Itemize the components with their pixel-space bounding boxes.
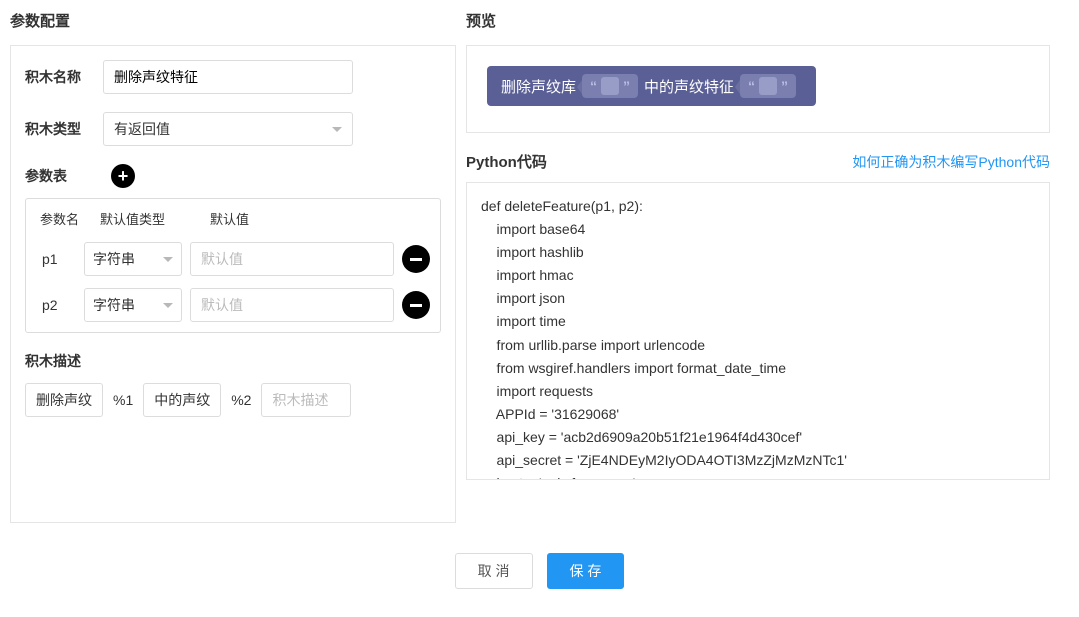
param-type-value: 字符串 xyxy=(93,249,135,269)
desc-input[interactable] xyxy=(261,383,351,417)
preview-block[interactable]: 删除声纹库 “ ” 中的声纹特征 “ ” xyxy=(487,66,816,106)
remove-param-button[interactable] xyxy=(402,291,430,319)
desc-ref: %1 xyxy=(111,392,135,408)
save-button[interactable]: 保 存 xyxy=(547,553,625,589)
code-editor[interactable]: def deleteFeature(p1, p2): import base64… xyxy=(466,182,1050,480)
param-table: 参数名 默认值类型 默认值 p1 字符串 p2 字符串 xyxy=(25,198,441,333)
code-title: Python代码 xyxy=(466,151,547,172)
col-default-header: 默认值 xyxy=(210,209,426,228)
chevron-down-icon xyxy=(163,257,173,262)
col-type-header: 默认值类型 xyxy=(100,209,210,228)
quote-close-icon: ” xyxy=(623,78,630,94)
quote-close-icon: ” xyxy=(781,78,788,94)
preview-scroll[interactable]: 删除声纹库 “ ” 中的声纹特征 “ ” xyxy=(487,66,1047,120)
param-type-select[interactable]: 字符串 xyxy=(84,288,182,322)
chevron-down-icon xyxy=(332,127,342,132)
block-slot: “ ” xyxy=(582,74,638,98)
slot-inner xyxy=(601,77,619,95)
block-slot: “ ” xyxy=(740,74,796,98)
desc-text-box[interactable]: 删除声纹 xyxy=(25,383,103,417)
param-row: p2 字符串 xyxy=(36,288,430,322)
code-help-link[interactable]: 如何正确为积木编写Python代码 xyxy=(852,152,1050,172)
block-name-label: 积木名称 xyxy=(25,67,103,87)
param-type-select[interactable]: 字符串 xyxy=(84,242,182,276)
param-default-input[interactable] xyxy=(190,242,394,276)
param-table-label: 参数表 xyxy=(25,166,103,186)
param-name: p1 xyxy=(36,251,76,267)
block-name-input[interactable] xyxy=(103,60,353,94)
param-default-input[interactable] xyxy=(190,288,394,322)
desc-row: 删除声纹 %1 中的声纹 %2 xyxy=(25,383,441,417)
desc-label: 积木描述 xyxy=(25,351,103,371)
block-text-1: 删除声纹库 xyxy=(501,76,576,97)
preview-title: 预览 xyxy=(466,10,1050,31)
param-row: p1 字符串 xyxy=(36,242,430,276)
preview-panel: 删除声纹库 “ ” 中的声纹特征 “ ” xyxy=(466,45,1050,133)
footer: 取 消 保 存 xyxy=(0,533,1079,609)
col-name-header: 参数名 xyxy=(40,209,100,228)
add-param-button[interactable] xyxy=(111,164,135,188)
block-text-2: 中的声纹特征 xyxy=(644,76,734,97)
cancel-button[interactable]: 取 消 xyxy=(455,553,533,589)
desc-text-box[interactable]: 中的声纹 xyxy=(143,383,221,417)
block-type-label: 积木类型 xyxy=(25,119,103,139)
quote-open-icon: “ xyxy=(590,78,597,94)
block-type-select[interactable]: 有返回值 xyxy=(103,112,353,146)
desc-ref: %2 xyxy=(229,392,253,408)
param-type-value: 字符串 xyxy=(93,295,135,315)
config-panel: 积木名称 积木类型 有返回值 参数表 参数名 默认值类型 默认值 xyxy=(10,45,456,523)
param-name: p2 xyxy=(36,297,76,313)
slot-inner xyxy=(759,77,777,95)
quote-open-icon: “ xyxy=(748,78,755,94)
block-type-value: 有返回值 xyxy=(114,119,170,139)
remove-param-button[interactable] xyxy=(402,245,430,273)
config-title: 参数配置 xyxy=(10,10,456,31)
chevron-down-icon xyxy=(163,303,173,308)
